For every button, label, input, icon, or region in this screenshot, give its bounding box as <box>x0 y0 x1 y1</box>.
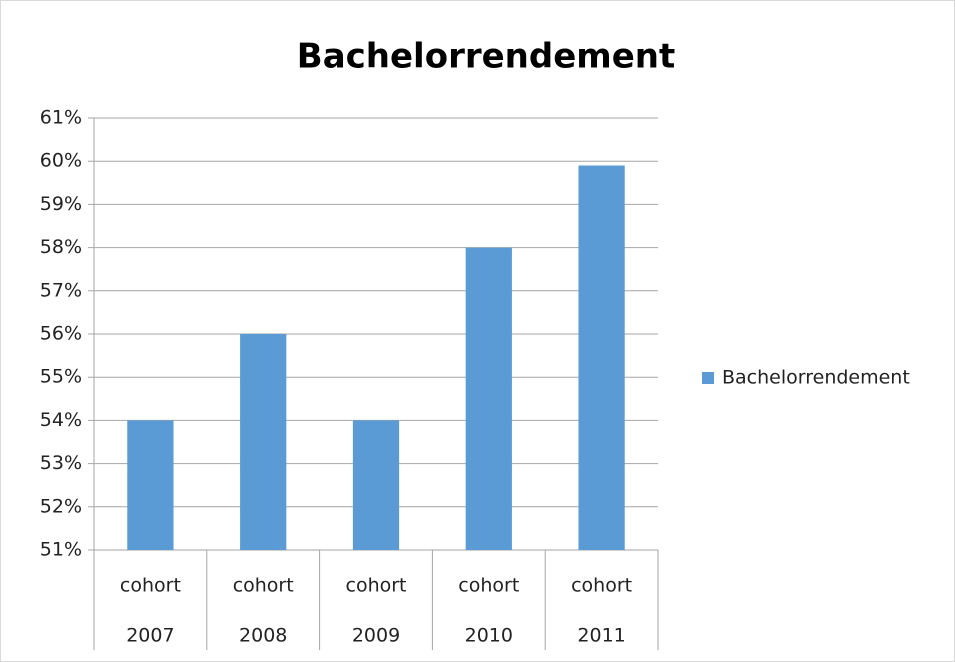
y-tick-label: 52% <box>40 495 82 517</box>
bar <box>127 420 174 550</box>
x-tick-label: 2007 <box>126 625 174 647</box>
y-tick-label: 59% <box>40 193 82 215</box>
x-tick-label: 2009 <box>352 625 400 647</box>
y-tick-label: 53% <box>40 452 82 474</box>
x-tick-label: cohort <box>346 575 407 597</box>
y-tick-label: 58% <box>40 236 82 258</box>
bar <box>240 334 287 550</box>
x-tick-label: cohort <box>120 575 181 597</box>
x-tick-label: cohort <box>458 575 519 597</box>
bar <box>578 165 625 550</box>
y-tick-label: 57% <box>40 279 82 301</box>
y-tick-label: 56% <box>40 323 82 345</box>
x-tick-label: cohort <box>233 575 294 597</box>
y-tick-label: 51% <box>40 539 82 561</box>
x-tick-label: 2011 <box>577 625 625 647</box>
bar <box>465 247 512 550</box>
x-tick-label: 2008 <box>239 625 287 647</box>
bar <box>352 420 400 550</box>
chart-title: Bachelorrendement <box>297 37 675 77</box>
legend-swatch <box>702 372 714 384</box>
legend-label: Bachelorrendement <box>722 367 910 389</box>
y-tick-label: 60% <box>40 150 82 172</box>
y-tick-label: 61% <box>40 107 82 129</box>
x-tick-label: 2010 <box>465 625 513 647</box>
y-tick-label: 55% <box>40 366 82 388</box>
x-tick-label: cohort <box>571 575 632 597</box>
y-tick-label: 54% <box>40 409 82 431</box>
